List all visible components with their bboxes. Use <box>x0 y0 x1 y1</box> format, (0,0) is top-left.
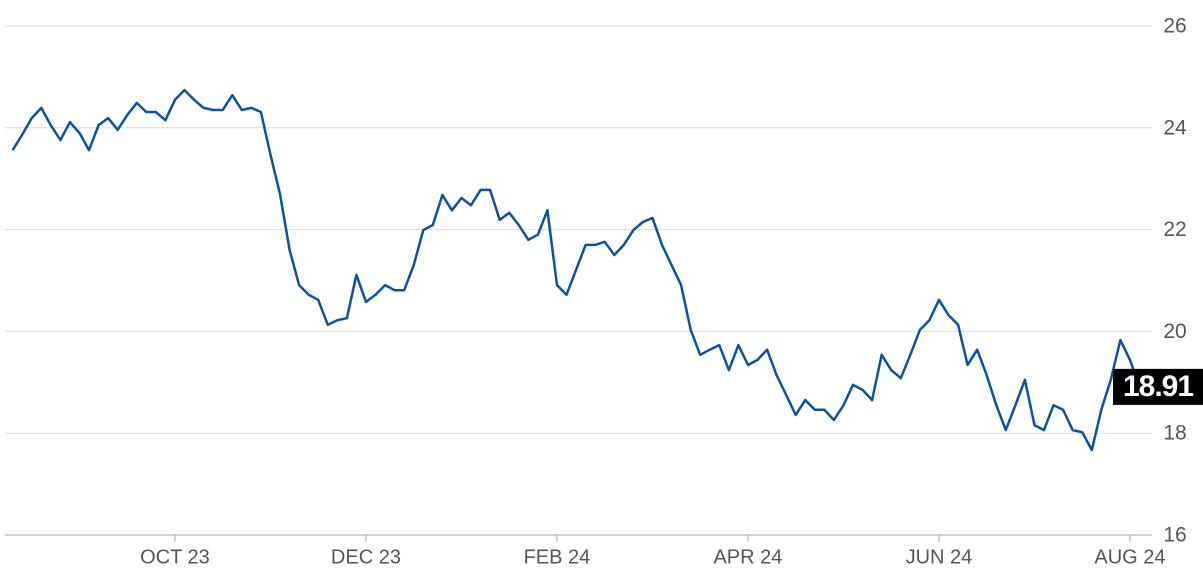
x-tick-label: APR 24 <box>713 546 782 568</box>
y-tick-label: 16 <box>1163 524 1186 547</box>
y-tick-label: 24 <box>1163 116 1187 139</box>
x-tick-label: FEB 24 <box>524 546 591 568</box>
x-tick-label: OCT 23 <box>140 546 210 568</box>
y-tick-label: 20 <box>1163 320 1186 343</box>
y-tick-label: 18 <box>1163 422 1186 445</box>
last-value-box <box>1113 368 1203 405</box>
last-value-label: 18.91 <box>1123 370 1193 403</box>
y-tick-label: 26 <box>1163 15 1186 38</box>
x-tick-label: JUN 24 <box>906 546 973 568</box>
price-line <box>11 88 1141 452</box>
x-tick-label: AUG 24 <box>1094 546 1165 568</box>
x-tick-label: DEC 23 <box>331 546 401 568</box>
y-tick-label: 22 <box>1163 218 1186 241</box>
